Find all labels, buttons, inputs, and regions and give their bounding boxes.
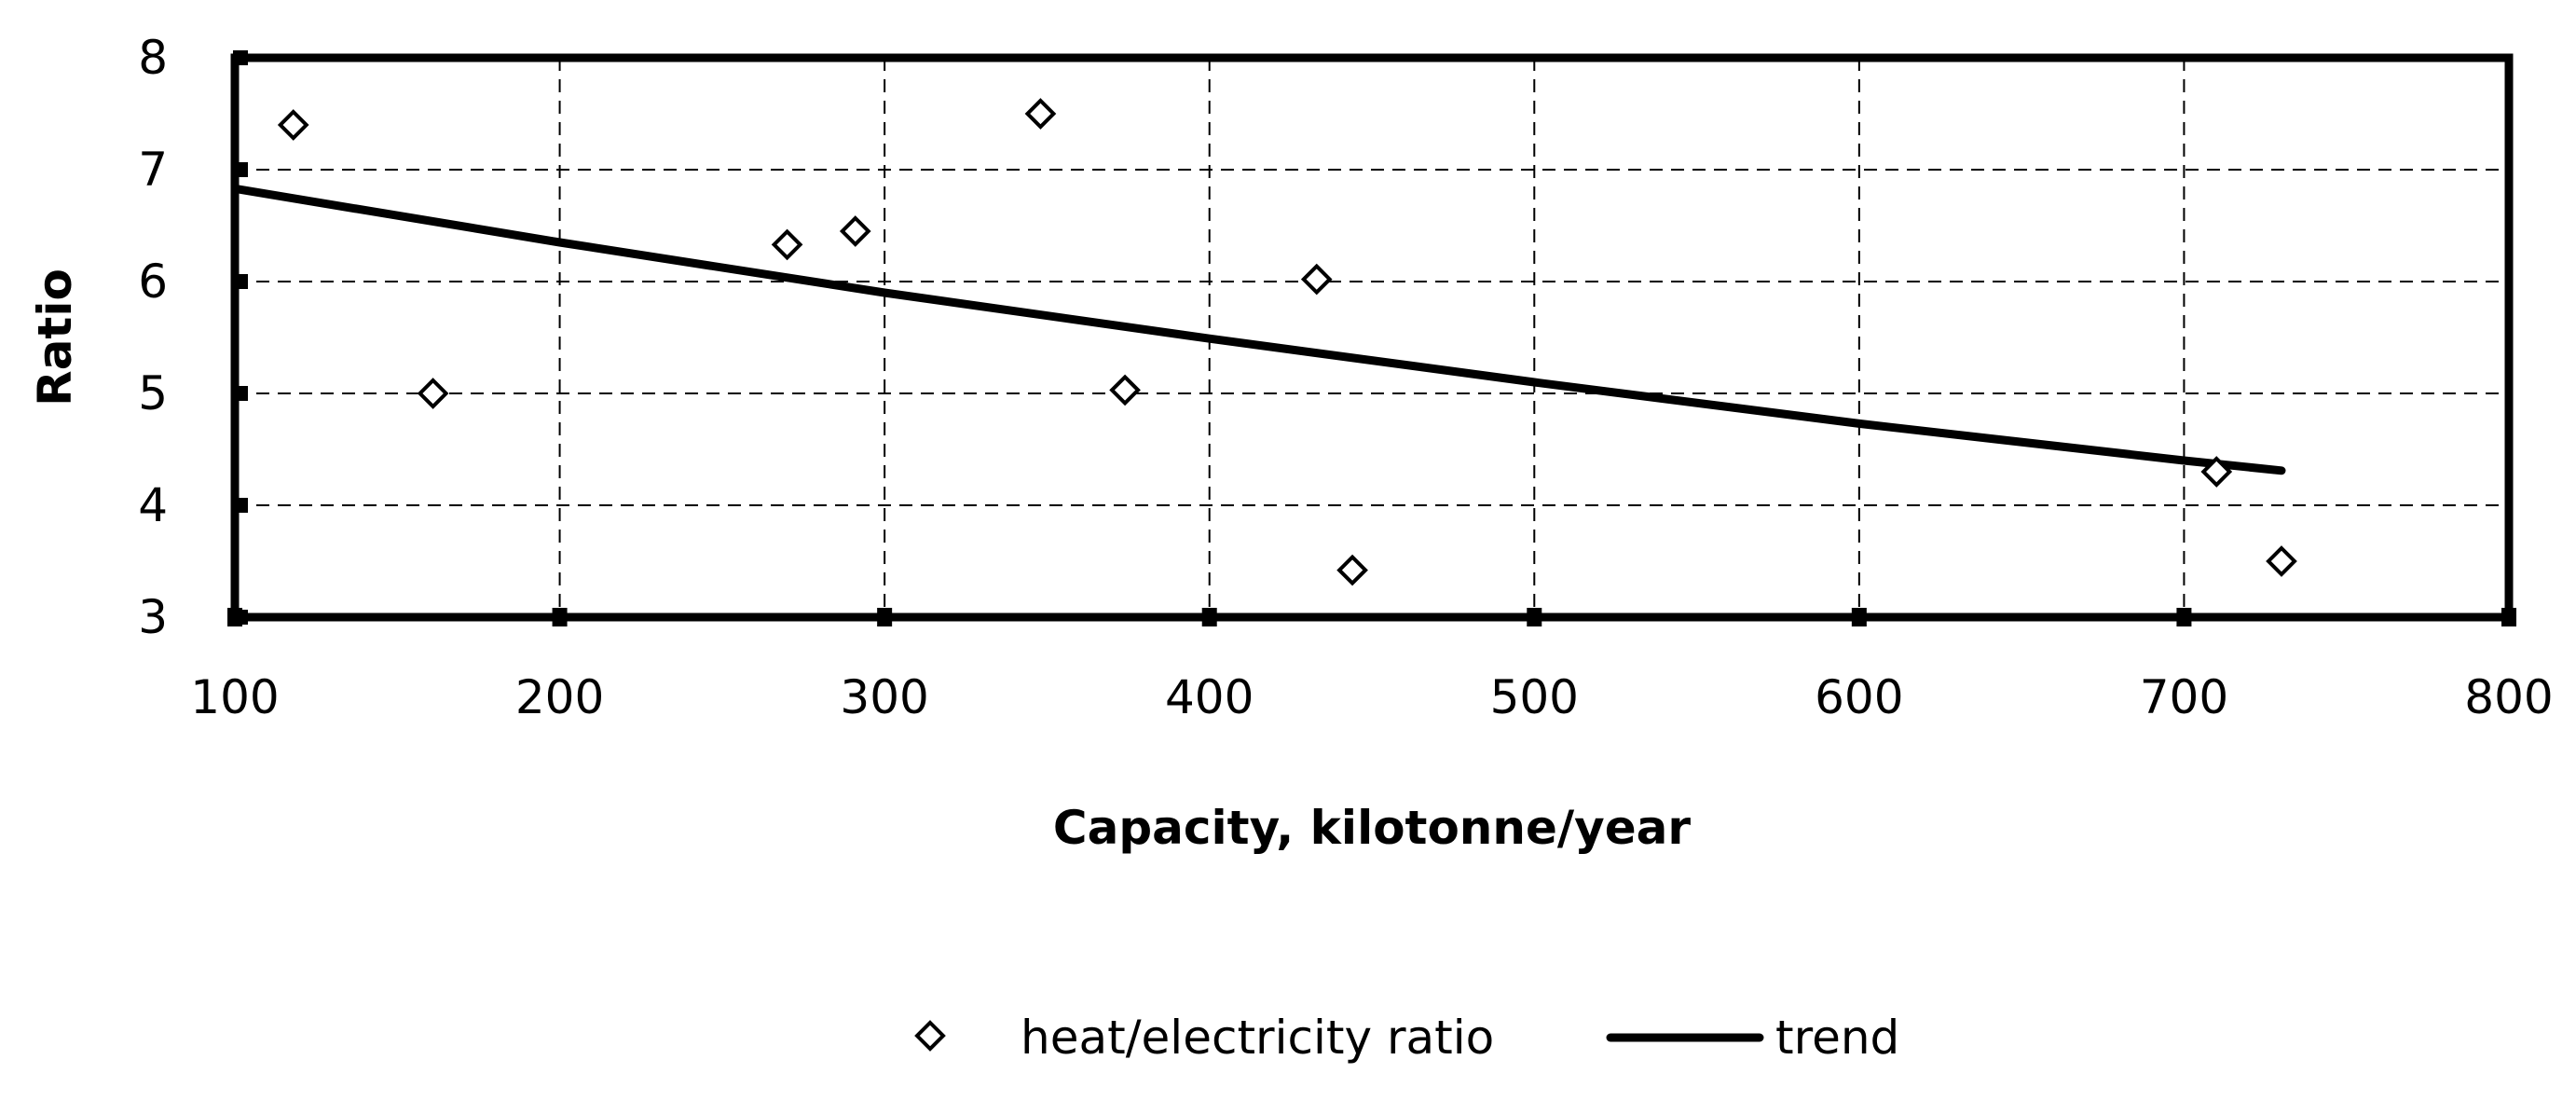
data-point-6 — [1300, 263, 1333, 296]
y-axis-title: Ratio — [28, 268, 82, 406]
x-tick-mark-600 — [1851, 608, 1867, 626]
x-axis-title: Capacity, kilotonne/year — [1053, 801, 1691, 855]
y-tick-mark-3 — [233, 610, 248, 625]
y-tick-label-6: 6 — [138, 255, 168, 309]
x-tick-mark-200 — [552, 608, 568, 626]
data-point-1 — [417, 378, 449, 409]
x-tick-label-200: 200 — [515, 670, 604, 724]
legend: heat/electricity ratio trend — [914, 1011, 1899, 1065]
axis-ticks — [227, 50, 2516, 626]
y-tick-label-8: 8 — [138, 31, 168, 85]
legend-marker-diamond-icon — [914, 1020, 946, 1052]
x-tick-mark-400 — [1201, 608, 1217, 626]
data-point-4 — [1024, 98, 1057, 130]
y-axis-tick-labels: 3 4 5 6 7 8 — [138, 31, 168, 644]
data-point-2 — [771, 228, 803, 261]
y-tick-label-4: 4 — [138, 478, 168, 532]
plot-frame — [230, 53, 2514, 622]
y-tick-mark-7 — [233, 162, 248, 177]
y-tick-mark-8 — [233, 50, 248, 65]
gridlines — [235, 58, 2509, 617]
scatter-series — [277, 98, 2297, 586]
x-tick-mark-300 — [877, 608, 893, 626]
x-tick-label-100: 100 — [190, 670, 279, 724]
x-axis-tick-labels: 100 200 300 400 500 600 700 800 — [190, 670, 2553, 724]
x-tick-mark-700 — [2176, 608, 2192, 626]
x-tick-label-300: 300 — [840, 670, 928, 724]
data-point-0 — [277, 109, 309, 141]
x-tick-label-600: 600 — [1815, 670, 1903, 724]
x-tick-label-700: 700 — [2140, 670, 2228, 724]
y-tick-label-3: 3 — [138, 590, 168, 644]
data-point-9 — [2266, 545, 2297, 577]
legend-label-scatter: heat/electricity ratio — [1021, 1011, 1494, 1065]
trend-line — [230, 184, 2286, 475]
x-tick-label-400: 400 — [1165, 670, 1254, 724]
data-point-7 — [1336, 554, 1368, 586]
y-tick-mark-6 — [233, 274, 248, 289]
trend-series — [230, 184, 2286, 475]
data-point-3 — [839, 215, 871, 247]
x-tick-label-800: 800 — [2464, 670, 2553, 724]
x-tick-label-500: 500 — [1490, 670, 1579, 724]
y-tick-mark-5 — [233, 386, 248, 401]
legend-label-trend: trend — [1775, 1011, 1899, 1065]
x-tick-mark-500 — [1527, 608, 1542, 626]
y-tick-mark-4 — [233, 498, 248, 513]
data-point-8 — [2200, 456, 2233, 488]
data-point-5 — [1109, 374, 1141, 406]
y-tick-label-7: 7 — [138, 143, 168, 197]
x-tick-mark-800 — [2501, 608, 2516, 626]
y-tick-label-5: 5 — [138, 366, 168, 420]
